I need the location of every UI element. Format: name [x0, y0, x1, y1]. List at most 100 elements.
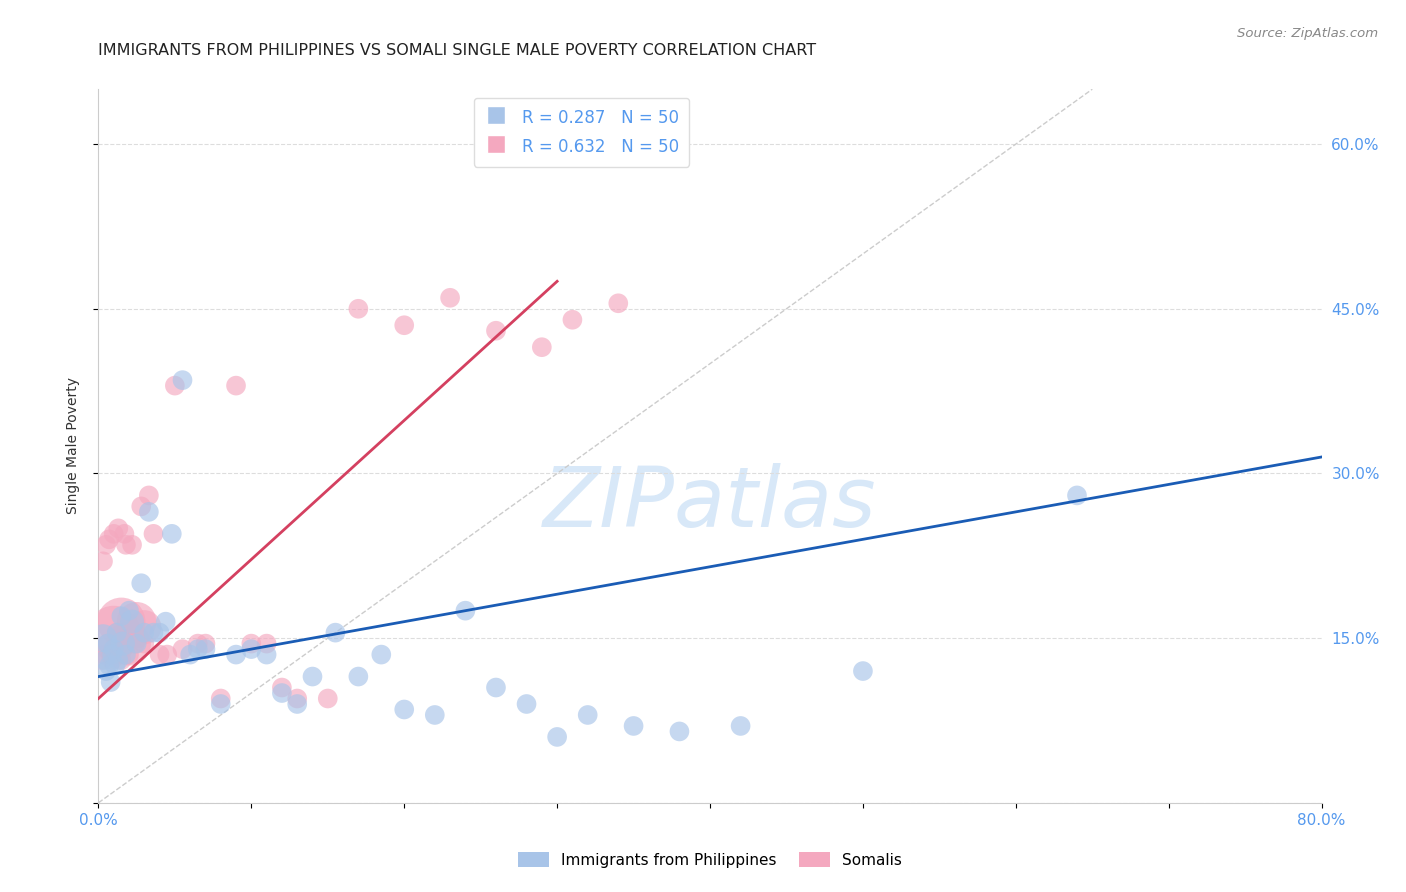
- Point: [94, 664, 117, 678]
- Point: [100, 648, 122, 662]
- Point: [392, 318, 416, 333]
- Point: [285, 697, 308, 711]
- Point: [129, 576, 152, 591]
- Point: [209, 697, 232, 711]
- Point: [118, 637, 141, 651]
- Point: [104, 637, 127, 651]
- Point: [172, 373, 194, 387]
- Point: [98, 533, 121, 547]
- Point: [127, 631, 149, 645]
- Point: [103, 642, 125, 657]
- Point: [98, 658, 121, 673]
- Point: [1066, 488, 1088, 502]
- Point: [439, 291, 461, 305]
- Point: [121, 615, 143, 629]
- Point: [101, 653, 124, 667]
- Point: [256, 637, 278, 651]
- Point: [285, 691, 308, 706]
- Point: [118, 648, 141, 662]
- Point: [423, 708, 446, 723]
- Point: [115, 648, 138, 662]
- Point: [94, 538, 117, 552]
- Point: [111, 637, 134, 651]
- Point: [105, 625, 128, 640]
- Point: [530, 340, 553, 354]
- Point: [97, 637, 120, 651]
- Point: [111, 642, 134, 657]
- Point: [668, 724, 690, 739]
- Point: [149, 625, 172, 640]
- Point: [121, 538, 143, 552]
- Point: [125, 615, 148, 629]
- Point: [105, 625, 128, 640]
- Point: [576, 708, 599, 723]
- Point: [623, 719, 645, 733]
- Point: [454, 604, 477, 618]
- Point: [347, 669, 370, 683]
- Point: [225, 648, 247, 662]
- Point: [124, 637, 146, 651]
- Point: [103, 625, 125, 640]
- Point: [149, 648, 172, 662]
- Point: [125, 637, 148, 651]
- Point: [100, 675, 122, 690]
- Point: [93, 653, 115, 667]
- Point: [104, 658, 127, 673]
- Point: [347, 301, 370, 316]
- Point: [107, 653, 129, 667]
- Text: Source: ZipAtlas.com: Source: ZipAtlas.com: [1237, 27, 1378, 40]
- Point: [316, 691, 339, 706]
- Point: [209, 691, 232, 706]
- Point: [103, 526, 125, 541]
- Point: [187, 642, 209, 657]
- Point: [225, 378, 247, 392]
- Point: [97, 637, 120, 651]
- Point: [485, 681, 508, 695]
- Point: [370, 648, 392, 662]
- Point: [179, 648, 201, 662]
- Point: [118, 604, 141, 618]
- Point: [516, 697, 538, 711]
- Point: [108, 648, 131, 662]
- Text: IMMIGRANTS FROM PHILIPPINES VS SOMALI SINGLE MALE POVERTY CORRELATION CHART: IMMIGRANTS FROM PHILIPPINES VS SOMALI SI…: [98, 43, 817, 58]
- Point: [194, 642, 217, 657]
- Point: [256, 648, 278, 662]
- Point: [187, 637, 209, 651]
- Point: [325, 625, 347, 640]
- Point: [115, 538, 138, 552]
- Point: [155, 615, 177, 629]
- Point: [91, 554, 114, 568]
- Point: [138, 505, 160, 519]
- Point: [134, 620, 156, 634]
- Point: [163, 378, 186, 392]
- Point: [91, 631, 114, 645]
- Point: [156, 648, 179, 662]
- Y-axis label: Single Male Poverty: Single Male Poverty: [66, 377, 80, 515]
- Point: [110, 609, 132, 624]
- Point: [730, 719, 752, 733]
- Point: [101, 648, 124, 662]
- Point: [194, 637, 217, 651]
- Point: [270, 686, 292, 700]
- Point: [110, 615, 132, 629]
- Point: [160, 526, 183, 541]
- Point: [301, 669, 323, 683]
- Legend: Immigrants from Philippines, Somalis: Immigrants from Philippines, Somalis: [512, 846, 908, 873]
- Point: [240, 642, 263, 657]
- Text: ZIPatlas: ZIPatlas: [543, 463, 877, 543]
- Point: [110, 653, 132, 667]
- Point: [129, 500, 152, 514]
- Point: [142, 625, 165, 640]
- Point: [90, 653, 112, 667]
- Point: [93, 648, 115, 662]
- Point: [607, 296, 630, 310]
- Point: [112, 526, 135, 541]
- Point: [240, 637, 263, 651]
- Point: [172, 642, 194, 657]
- Point: [270, 681, 292, 695]
- Point: [134, 625, 156, 640]
- Point: [852, 664, 875, 678]
- Point: [142, 526, 165, 541]
- Point: [485, 324, 508, 338]
- Point: [138, 488, 160, 502]
